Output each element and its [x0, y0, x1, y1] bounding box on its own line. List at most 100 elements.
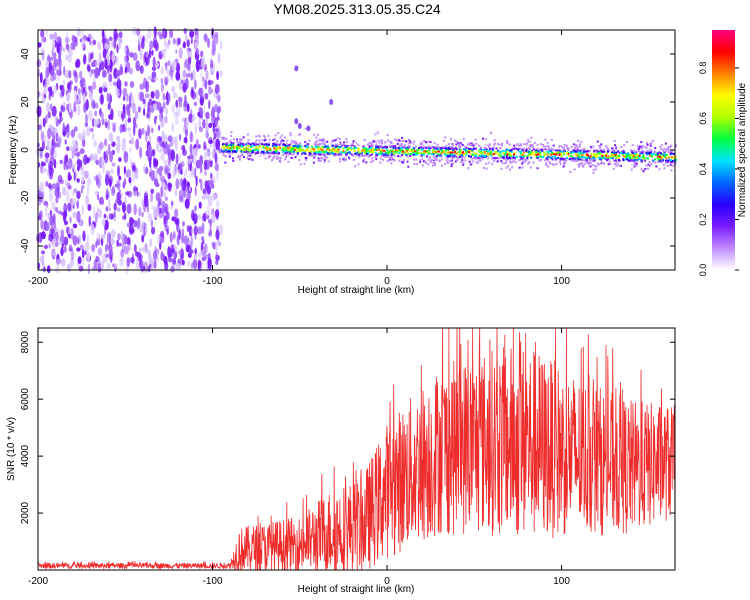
spectrogram-cell — [402, 160, 405, 163]
colorbar-tick-label: 0.8 — [698, 62, 708, 75]
spectrogram-cell — [234, 146, 237, 149]
spectrogram-cell — [253, 144, 256, 146]
spectrogram-cell — [372, 151, 375, 154]
spectrogram-cell — [481, 151, 484, 154]
spectrogram-cell — [534, 154, 536, 157]
spectrogram-cell — [224, 140, 226, 143]
spectrogram-cell — [69, 257, 75, 267]
spectrogram-cell — [148, 39, 154, 49]
spectrogram-cell — [497, 152, 500, 155]
spectrogram-cell — [157, 31, 162, 36]
spectrogram-cell — [319, 142, 321, 145]
spectrogram-cell — [421, 149, 424, 151]
spectrogram-cell — [489, 148, 491, 151]
spectrogram-cell — [313, 161, 315, 164]
spectrogram-cell — [566, 152, 568, 155]
spectrogram-cell — [642, 170, 645, 173]
spectrogram-cell — [138, 247, 143, 252]
spectrogram-cell — [520, 152, 523, 155]
spectrogram-cell — [599, 147, 602, 149]
spectrogram-cell — [527, 146, 530, 149]
spectrogram-cell — [415, 152, 418, 154]
spectrogram-cell — [160, 251, 164, 261]
spectrogram-cell — [434, 152, 437, 154]
spectrogram-cell — [194, 122, 197, 135]
spectrogram-cell — [505, 148, 508, 151]
spectrogram-cell — [237, 155, 240, 158]
spectrogram-cell — [294, 65, 299, 72]
spectrogram-cell — [539, 148, 542, 151]
spectrogram-cell — [512, 160, 515, 163]
spectrogram-cell — [670, 156, 673, 158]
spectrogram-cell — [407, 148, 410, 151]
spectrogram-cell — [639, 152, 642, 155]
spectrogram-cell — [455, 140, 458, 143]
spectrogram-cell — [200, 50, 204, 58]
spectrogram-cell — [296, 146, 299, 148]
spectrogram-cell — [217, 105, 222, 114]
spectrogram-cell — [392, 156, 395, 159]
spectrogram-cell — [174, 208, 179, 218]
spectrogram-cell — [581, 164, 584, 167]
spectrogram-cell — [554, 152, 557, 154]
spectrogram-cell — [45, 67, 50, 79]
spectrogram-cell — [90, 99, 96, 109]
spectrogram-cell — [599, 144, 602, 147]
spectrogram-cell — [523, 148, 525, 151]
spectrogram-cell — [579, 150, 582, 153]
spectrogram-cell — [357, 143, 360, 146]
spectrogram-cell — [629, 157, 631, 160]
spectrogram-cell — [615, 147, 618, 150]
spectrogram-cell — [440, 152, 443, 155]
spectrogram-cell — [183, 106, 187, 111]
spectrogram-cell — [304, 141, 307, 143]
spectrogram-cell — [379, 148, 382, 151]
spectrogram-cell — [496, 157, 499, 160]
spectrogram-cell — [181, 259, 185, 266]
spectrogram-cell — [650, 149, 653, 152]
spectrogram-cell — [46, 101, 50, 113]
spectrogram-cell — [346, 142, 349, 145]
spectrogram-cell — [214, 163, 219, 172]
spectrogram-cell — [308, 139, 311, 142]
spectrogram-cell — [102, 37, 105, 50]
spectrogram-cell — [164, 203, 169, 215]
spectrogram-cell — [527, 147, 530, 150]
spectrogram-cell — [181, 79, 184, 85]
spectrogram-cell — [89, 128, 94, 132]
spectrogram-cell — [636, 154, 638, 157]
spectrogram-cell — [446, 156, 448, 159]
spectrogram-cell — [403, 151, 406, 154]
spectrogram-cell — [485, 162, 488, 165]
spectrogram-cell — [187, 49, 189, 57]
spectrogram-cell — [454, 151, 457, 154]
spectrogram-cell — [257, 147, 260, 150]
spectrogram-cell — [555, 163, 558, 166]
spectrogram-cell — [298, 144, 301, 147]
spectrogram-cell — [194, 27, 199, 36]
spectrogram-cell — [372, 147, 374, 150]
spectrogram-cell — [41, 140, 45, 151]
spectrogram-cell — [261, 145, 264, 148]
spectrogram-cell — [203, 104, 206, 116]
spectrogram-cell — [85, 194, 89, 206]
spectrogram-cell — [588, 149, 591, 152]
spectrogram-cell — [367, 155, 370, 158]
spectrogram-cell — [615, 165, 618, 168]
spectrogram-cell — [649, 142, 652, 145]
spectrogram-cell — [580, 147, 583, 150]
spectrogram-cell — [638, 158, 641, 161]
spectrogram-cell — [259, 146, 262, 149]
spectrogram-cell — [142, 35, 145, 43]
spectrogram-cell — [636, 158, 639, 161]
spectrogram-cell — [272, 157, 275, 160]
spectrogram-cell — [532, 148, 535, 151]
spectrogram-cell — [65, 126, 70, 139]
spectrogram-cell — [103, 213, 107, 219]
spectrogram-cell — [478, 159, 481, 162]
spectrogram-cell — [339, 157, 341, 160]
spectrogram-cell — [171, 122, 175, 133]
spectrogram-cell — [335, 155, 338, 158]
spectrogram-cell — [185, 33, 188, 43]
spectrogram-cell — [268, 156, 270, 159]
